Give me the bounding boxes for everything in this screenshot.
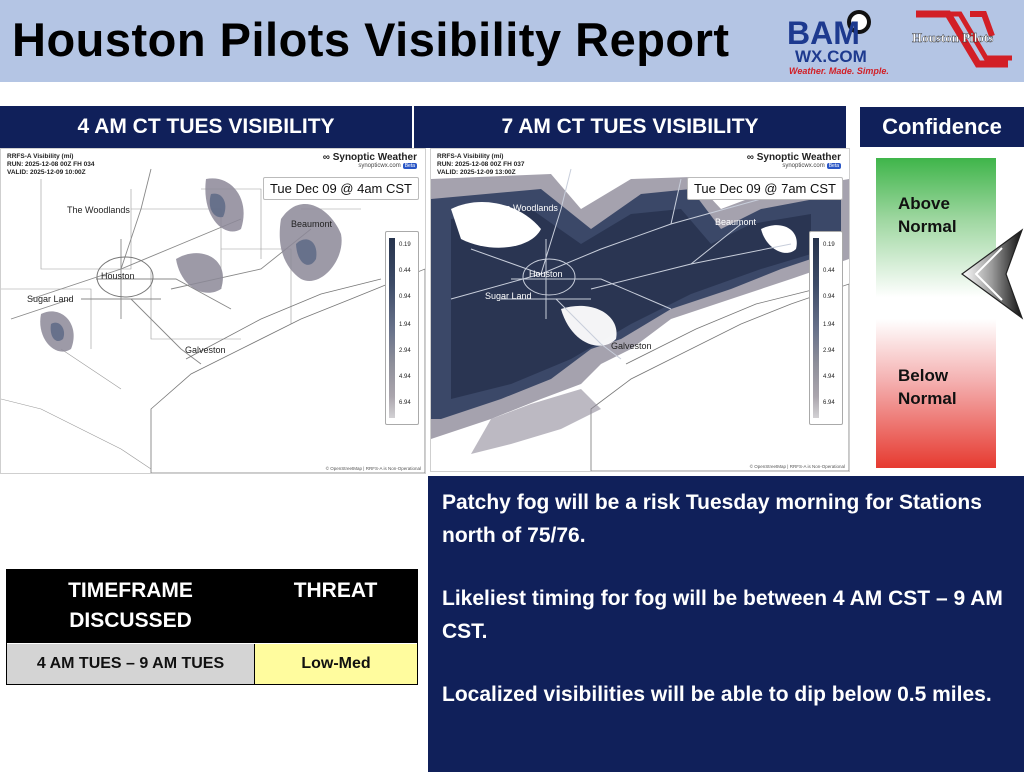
- city-label: Beaumont: [715, 217, 757, 227]
- city-label: Galveston: [611, 341, 652, 351]
- legend-tick: 6.94: [399, 400, 411, 406]
- legend-tick: 1.94: [399, 322, 411, 328]
- legend-tick: 2.94: [823, 348, 835, 354]
- legend-tick: 0.44: [823, 268, 835, 274]
- confidence-gradient-bar: [876, 158, 996, 468]
- visibility-legend: 0.19 0.44 0.94 1.94 2.94 4.94 6.94: [809, 231, 843, 425]
- legend-tick: 0.94: [399, 294, 411, 300]
- svg-text:BAM: BAM: [787, 15, 860, 51]
- city-label: Houston: [101, 271, 135, 281]
- visibility-legend: 0.19 0.44 0.94 1.94 2.94 4.94 6.94: [385, 231, 419, 425]
- legend-color-bar: [389, 238, 395, 418]
- visibility-map-4am: RRFS-A Visibility (mi) RUN: 2025-12-08 0…: [0, 148, 426, 474]
- city-label: Galveston: [185, 345, 226, 355]
- bam-wx-logo: BAM WX.COM Weather. Made. Simple.: [785, 8, 905, 76]
- valid-time-tag: Tue Dec 09 @ 7am CST: [686, 177, 843, 200]
- discussion-paragraph-3: Localized visibilities will be able to d…: [442, 683, 992, 706]
- threat-table: TIMEFRAME DISCUSSED THREAT 4 AM TUES – 9…: [6, 569, 418, 685]
- city-label: Houston: [529, 269, 563, 279]
- map-meta: RRFS-A Visibility (mi) RUN: 2025-12-08 0…: [437, 153, 525, 176]
- synoptic-infinity-icon: ∞: [322, 152, 330, 163]
- city-label: Sugar Land: [27, 294, 74, 304]
- panel-2-heading: 7 AM CT TUES VISIBILITY: [414, 106, 846, 148]
- confidence-below-label: Below Normal: [898, 366, 957, 408]
- legend-tick: 2.94: [399, 348, 411, 354]
- table-header-threat: THREAT: [254, 570, 417, 643]
- map-4am-graphic: [1, 149, 425, 473]
- table-cell-threat: Low-Med: [255, 644, 417, 684]
- legend-tick: 0.19: [823, 242, 835, 248]
- confidence-heading: Confidence: [860, 107, 1024, 147]
- map-attribution: © OpenStreetMap | RRFS-A is Non-Operatio…: [325, 466, 421, 471]
- svg-text:Weather. Made. Simple.: Weather. Made. Simple.: [789, 66, 889, 76]
- synoptic-infinity-icon: ∞: [746, 152, 754, 163]
- legend-tick: 6.94: [823, 400, 835, 406]
- synoptic-brand: ∞ Synoptic Weather synopticwx.com Beta: [746, 152, 841, 169]
- synoptic-brand: ∞ Synoptic Weather synopticwx.com Beta: [322, 152, 417, 169]
- map-meta: RRFS-A Visibility (mi) RUN: 2025-12-08 0…: [7, 153, 95, 176]
- visibility-map-7am: RRFS-A Visibility (mi) RUN: 2025-12-08 0…: [430, 148, 850, 472]
- city-label: The Woodlands: [67, 205, 130, 215]
- legend-tick: 1.94: [823, 322, 835, 328]
- panel-1-heading: 4 AM CT TUES VISIBILITY: [0, 106, 412, 148]
- discussion-paragraph-1: Patchy fog will be a risk Tuesday mornin…: [442, 491, 982, 547]
- legend-tick: 0.44: [399, 268, 411, 274]
- svg-text:Houston Pilots: Houston Pilots: [912, 30, 993, 45]
- report-header: Houston Pilots Visibility Report BAM WX.…: [0, 0, 1024, 82]
- confidence-above-label: Above Normal: [898, 194, 957, 236]
- legend-tick: 4.94: [399, 374, 411, 380]
- table-cell-timeframe: 4 AM TUES – 9 AM TUES: [7, 644, 255, 684]
- valid-time-tag: Tue Dec 09 @ 4am CST: [262, 177, 419, 200]
- confidence-pointer-arrow-icon: [958, 228, 1024, 320]
- houston-pilots-logo: Houston Pilots: [908, 6, 1020, 76]
- page-title: Houston Pilots Visibility Report: [12, 13, 730, 66]
- legend-tick: 0.19: [399, 242, 411, 248]
- discussion-paragraph-2: Likeliest timing for fog will be between…: [442, 587, 1003, 643]
- city-label: The Woodlands: [495, 203, 558, 213]
- legend-tick: 0.94: [823, 294, 835, 300]
- legend-color-bar: [813, 238, 819, 418]
- map-attribution: © OpenStreetMap | RRFS-A is Non-Operatio…: [749, 464, 845, 469]
- discussion-box: Patchy fog will be a risk Tuesday mornin…: [428, 476, 1024, 772]
- city-label: Beaumont: [291, 219, 333, 229]
- city-label: Sugar Land: [485, 291, 532, 301]
- svg-text:WX.COM: WX.COM: [795, 47, 867, 66]
- table-header-timeframe: TIMEFRAME DISCUSSED: [7, 570, 254, 643]
- map-7am-graphic: [431, 149, 849, 471]
- legend-tick: 4.94: [823, 374, 835, 380]
